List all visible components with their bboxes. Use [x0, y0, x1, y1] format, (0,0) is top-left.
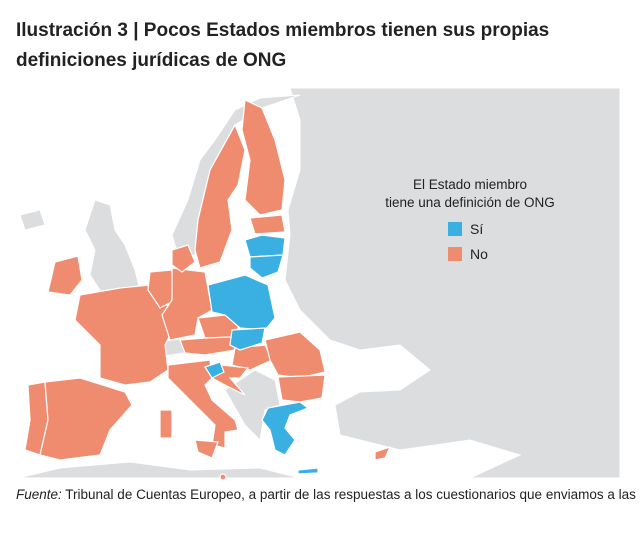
- legend-title: El Estado miembro tiene una definición d…: [375, 176, 565, 212]
- legend-label-yes: Sí: [470, 221, 484, 237]
- country-spain: [39, 377, 133, 461]
- country-romania: [264, 331, 326, 379]
- country-ireland: [47, 255, 83, 296]
- country-sweden: [194, 123, 246, 269]
- legend-item-yes: Sí: [448, 221, 483, 237]
- country-finland: [241, 99, 286, 216]
- country-slovenia: [204, 361, 225, 379]
- country-slovakia: [229, 327, 266, 351]
- country-bulgaria: [277, 374, 326, 403]
- land-east: [284, 87, 621, 479]
- source-prefix: Fuente:: [16, 487, 62, 502]
- land-africa: [17, 461, 301, 479]
- legend-title-line2: tiene una definición de ONG: [385, 195, 555, 210]
- country-austria: [179, 336, 236, 356]
- country-lithuania: [249, 254, 284, 279]
- country-hungary: [231, 344, 273, 371]
- country-latvia: [244, 234, 286, 258]
- figure-title: Ilustración 3 | Pocos Estados miembros t…: [16, 20, 550, 71]
- land-iceland-bits: [19, 209, 46, 231]
- country-crete: [297, 467, 319, 475]
- country-estonia: [249, 214, 286, 235]
- source-note: Fuente: Tribunal de Cuentas Europeo, a p…: [16, 487, 636, 502]
- country-germany: [161, 267, 213, 341]
- country-denmark: [171, 244, 196, 273]
- legend-title-line1: El Estado miembro: [412, 177, 528, 192]
- country-sicily: [194, 439, 219, 459]
- country-greece: [261, 401, 310, 456]
- country-malta: [219, 473, 227, 481]
- source-text: Tribunal de Cuentas Europeo, a partir de…: [61, 487, 636, 502]
- country-benelux: [147, 269, 176, 309]
- legend-item-no: No: [448, 246, 488, 262]
- legend-swatch-no: [448, 247, 462, 261]
- legend-swatch-yes: [448, 222, 462, 236]
- country-italy: [167, 359, 239, 449]
- country-cyprus: [374, 445, 392, 461]
- legend-label-no: No: [470, 246, 488, 262]
- country-sardinia: [159, 409, 173, 439]
